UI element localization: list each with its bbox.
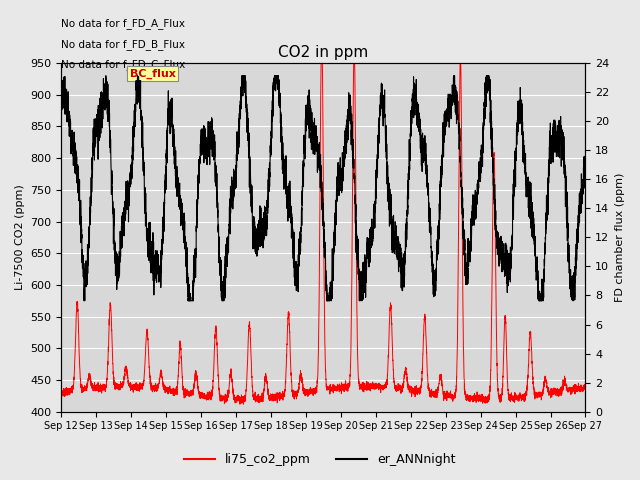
Text: BC_flux: BC_flux: [129, 68, 175, 79]
Text: No data for f_FD_C_Flux: No data for f_FD_C_Flux: [61, 60, 186, 71]
Title: CO2 in ppm: CO2 in ppm: [278, 46, 369, 60]
Text: No data for f_FD_B_Flux: No data for f_FD_B_Flux: [61, 39, 186, 49]
Text: No data for f_FD_A_Flux: No data for f_FD_A_Flux: [61, 18, 186, 29]
Y-axis label: FD chamber flux (ppm): FD chamber flux (ppm): [615, 173, 625, 302]
Y-axis label: Li-7500 CO2 (ppm): Li-7500 CO2 (ppm): [15, 184, 25, 290]
Legend: li75_co2_ppm, er_ANNnight: li75_co2_ppm, er_ANNnight: [179, 448, 461, 471]
